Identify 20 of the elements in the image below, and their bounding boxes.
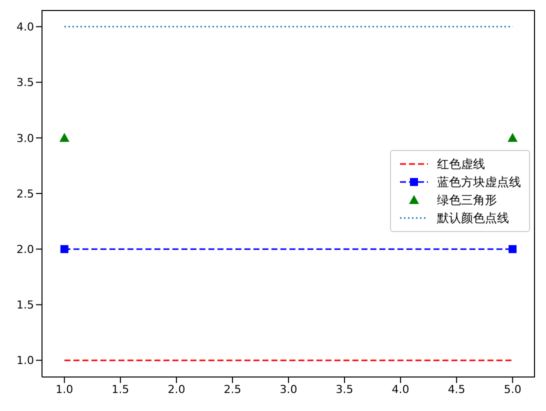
y-tick-label: 2.0 <box>16 243 34 256</box>
y-tick-label: 1.0 <box>16 354 34 368</box>
x-tick-label: 1.0 <box>56 382 74 396</box>
x-tick-label: 3.5 <box>336 382 354 396</box>
legend-label: 蓝色方块虚点线 <box>437 174 521 191</box>
legend-label: 默认颜色点线 <box>437 210 509 227</box>
legend-label: 红色虚线 <box>437 156 485 173</box>
y-tick-label: 3.5 <box>16 76 34 90</box>
x-tick-label: 5.0 <box>504 382 522 396</box>
x-tick-label: 2.5 <box>224 382 242 396</box>
y-tick-label: 4.0 <box>16 20 34 34</box>
y-tick-label: 3.0 <box>16 132 34 145</box>
legend-label: 绿色三角形 <box>437 192 497 209</box>
x-tick-label: 4.0 <box>392 382 410 396</box>
x-tick-label: 3.0 <box>280 382 298 396</box>
x-tick-label: 2.0 <box>168 382 186 396</box>
x-tick-label: 1.5 <box>112 382 130 396</box>
x-tick-label: 4.5 <box>448 382 466 396</box>
y-tick-label: 2.5 <box>16 187 34 200</box>
y-tick-label: 1.5 <box>16 298 34 312</box>
